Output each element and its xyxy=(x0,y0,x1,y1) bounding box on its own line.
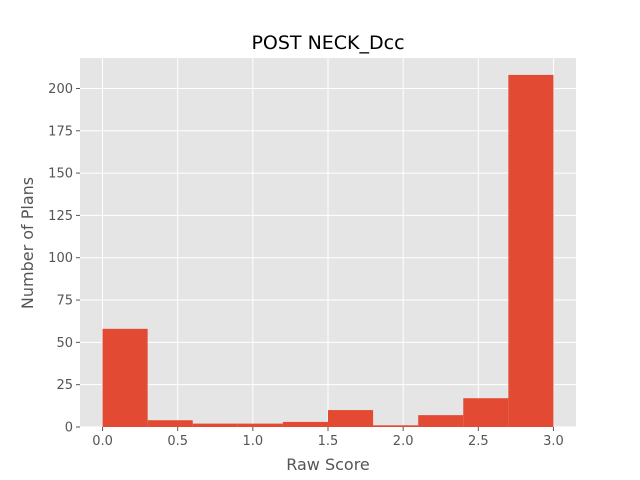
histogram-bar xyxy=(373,425,419,427)
y-tick-label: 100 xyxy=(48,251,73,266)
x-tick-label: 1.5 xyxy=(318,434,339,449)
histogram-bar xyxy=(102,328,148,427)
y-tick-label: 200 xyxy=(48,82,73,97)
histogram-bars xyxy=(102,74,554,427)
y-tick-label: 150 xyxy=(48,167,73,182)
x-tick-label: 3.0 xyxy=(543,434,564,449)
x-tick-label: 2.5 xyxy=(468,434,489,449)
chart-title: POST NECK_Dcc xyxy=(251,32,404,54)
y-tick-label: 25 xyxy=(56,378,73,393)
x-axis-label: Raw Score xyxy=(286,455,370,474)
histogram-bar xyxy=(508,74,554,427)
y-tick-label: 50 xyxy=(56,336,73,351)
x-tick-label: 1.0 xyxy=(243,434,264,449)
y-tick-label: 125 xyxy=(48,209,73,224)
histogram-bar xyxy=(463,398,509,427)
histogram-bar xyxy=(237,423,283,427)
x-tick-label: 0.0 xyxy=(92,434,113,449)
histogram-bar xyxy=(147,420,193,427)
x-tick-label: 0.5 xyxy=(167,434,188,449)
histogram-bar xyxy=(328,410,374,427)
y-tick-label: 75 xyxy=(56,294,73,309)
histogram-bar xyxy=(192,423,238,427)
y-tick-label: 175 xyxy=(48,124,73,139)
histogram-bar xyxy=(418,415,464,427)
x-tick-label: 2.0 xyxy=(393,434,414,449)
histogram-bar xyxy=(282,421,328,427)
y-tick-label: 0 xyxy=(65,421,73,436)
y-axis-ticks: 0 25 50 75 100 125 150 175 200 xyxy=(48,82,80,436)
y-axis-label: Number of Plans xyxy=(18,177,37,309)
x-axis-ticks: 0.0 0.5 1.0 1.5 2.0 2.5 3.0 xyxy=(92,427,564,449)
